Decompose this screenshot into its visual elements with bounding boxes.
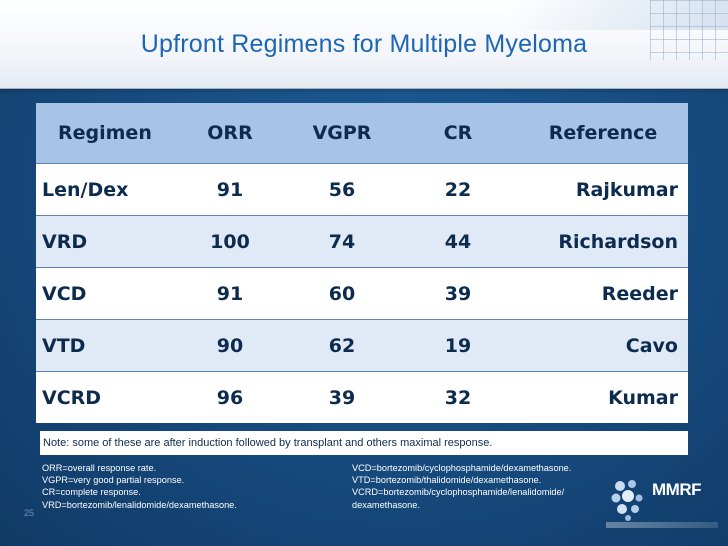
title-band: Upfront Regimens for Multiple Myeloma bbox=[0, 0, 728, 94]
cell-cr: 22 bbox=[444, 178, 472, 201]
slide-title: Upfront Regimens for Multiple Myeloma bbox=[140, 30, 588, 58]
cell-reference: Cavo bbox=[625, 334, 678, 357]
table-header-row: Regimen ORR VGPR CR Reference bbox=[36, 103, 688, 164]
cell-vgpr: 74 bbox=[328, 230, 356, 253]
cell-vgpr: 62 bbox=[328, 334, 356, 357]
abbreviation-line: VGPR=very good partial response. bbox=[42, 475, 185, 486]
abbreviations-right: VCD=bortezomib/cyclophosphamide/dexameth… bbox=[352, 462, 620, 511]
cell-cr: 44 bbox=[444, 230, 472, 253]
cell-regimen: Len/Dex bbox=[42, 178, 129, 201]
cell-reference: Richardson bbox=[558, 230, 678, 253]
cell-orr: 91 bbox=[216, 282, 244, 305]
table-row: VRD 100 74 44 Richardson bbox=[36, 215, 688, 268]
cell-orr: 96 bbox=[216, 386, 244, 409]
cell-regimen: VRD bbox=[42, 230, 88, 253]
table-note: Note: some of these are after induction … bbox=[40, 431, 688, 455]
cell-regimen: VCRD bbox=[42, 386, 102, 409]
header-regimen: Regimen bbox=[36, 103, 174, 164]
cell-reference: Rajkumar bbox=[575, 178, 678, 201]
cell-orr: 90 bbox=[216, 334, 244, 357]
header-vgpr: VGPR bbox=[286, 103, 398, 164]
abbreviation-line: ORR=overall response rate. bbox=[42, 463, 157, 473]
header-orr: ORR bbox=[174, 103, 286, 164]
regimens-table-wrapper: Regimen ORR VGPR CR Reference Len/Dex 91… bbox=[36, 103, 688, 423]
abbreviation-line: dexamethasone. bbox=[352, 499, 420, 510]
header-reference: Reference bbox=[518, 103, 688, 164]
cell-orr: 91 bbox=[216, 178, 244, 201]
cell-regimen: VTD bbox=[42, 334, 86, 357]
table-row: VCD 91 60 39 Reeder bbox=[36, 267, 688, 320]
abbreviation-line: VRD=bortezomib/lenalidomide/dexamethason… bbox=[42, 499, 237, 510]
mmrf-logo-tagline bbox=[606, 522, 718, 528]
table-row: VCRD 96 39 32 Kumar bbox=[36, 371, 688, 423]
abbreviation-line: VCRD=bortezomib/cyclophosphamide/lenalid… bbox=[352, 487, 565, 498]
abbreviations-left: ORR=overall response rate. VGPR=very goo… bbox=[42, 462, 342, 511]
cell-cr: 39 bbox=[444, 282, 472, 305]
cell-cr: 32 bbox=[444, 386, 472, 409]
abbreviation-line: CR=complete response. bbox=[42, 487, 141, 498]
abbreviation-line: VCD=bortezomib/cyclophosphamide/dexameth… bbox=[352, 463, 572, 473]
abbreviation-line: VTD=bortezomib/thalidomide/dexamethasone… bbox=[352, 475, 542, 486]
cell-regimen: VCD bbox=[42, 282, 87, 305]
mmrf-logo-text: MMRF bbox=[652, 480, 701, 499]
regimens-table: Regimen ORR VGPR CR Reference Len/Dex 91… bbox=[36, 103, 688, 423]
cell-orr: 100 bbox=[210, 230, 250, 253]
page-number: 25 bbox=[24, 508, 35, 518]
mmrf-logo: MMRF bbox=[606, 474, 718, 532]
table-row: VTD 90 62 19 Cavo bbox=[36, 319, 688, 372]
cell-reference: Kumar bbox=[608, 386, 678, 409]
table-row: Len/Dex 91 56 22 Rajkumar bbox=[36, 163, 688, 216]
cell-vgpr: 60 bbox=[328, 282, 356, 305]
cell-cr: 19 bbox=[444, 334, 472, 357]
mmrf-logo-icon bbox=[611, 480, 643, 521]
header-cr: CR bbox=[398, 103, 518, 164]
cell-reference: Reeder bbox=[601, 282, 678, 305]
cell-vgpr: 39 bbox=[328, 386, 356, 409]
corner-grid-decoration bbox=[650, 0, 728, 60]
cell-vgpr: 56 bbox=[328, 178, 356, 201]
